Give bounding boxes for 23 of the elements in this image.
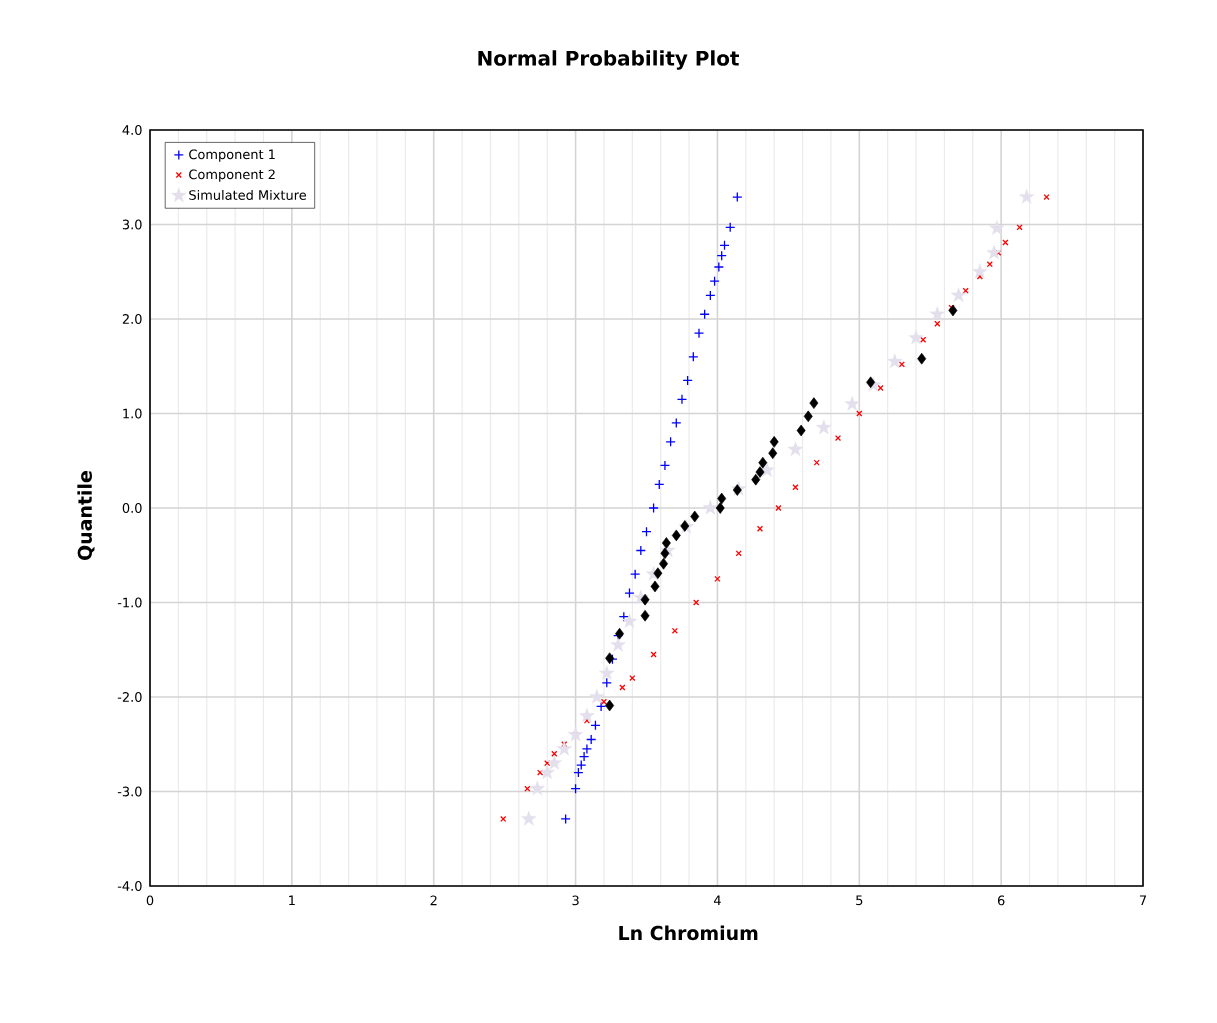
y-tick-label: 1.0 xyxy=(123,408,142,419)
legend-label: Simulated Mixture xyxy=(189,189,307,200)
x-tick-label: 6 xyxy=(997,895,1005,906)
x-tick-label: 5 xyxy=(856,895,863,906)
x-tick-label: 2 xyxy=(430,895,437,906)
y-tick-label: -3.0 xyxy=(117,786,142,797)
x-axis-title: Ln Chromium xyxy=(619,925,758,941)
legend-label: Component 1 xyxy=(189,149,275,162)
legend-label: Component 2 xyxy=(189,169,275,182)
x-tick-label: 7 xyxy=(1139,895,1147,905)
y-tick-label: -2.0 xyxy=(117,692,142,702)
y-tick-label: 3.0 xyxy=(122,219,142,230)
x-tick-label: 3 xyxy=(572,895,579,906)
y-tick-label: 2.0 xyxy=(122,314,142,324)
chart-title: Normal Probability Plot xyxy=(478,50,739,70)
y-tick-label: -1.0 xyxy=(117,597,142,608)
y-tick-label: 4.0 xyxy=(122,125,142,135)
y-axis-title: Quantile xyxy=(77,471,95,560)
y-tick-label: -4.0 xyxy=(117,881,142,891)
x-tick-label: 4 xyxy=(713,895,721,905)
x-tick-label: 1 xyxy=(289,895,295,905)
x-tick-label: 0 xyxy=(146,895,154,906)
y-tick-label: 0.0 xyxy=(122,503,142,513)
